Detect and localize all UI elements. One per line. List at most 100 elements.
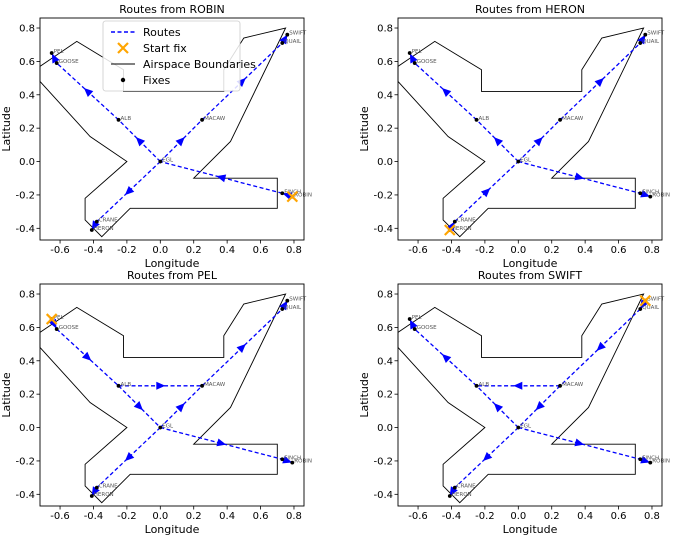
route-arrow-icon (574, 172, 585, 181)
start-fix-marker (45, 313, 58, 325)
fix-label: MACAW (204, 116, 226, 122)
x-tick-label: -0.4 (84, 511, 104, 522)
legend-fixes-label: Fixes (143, 74, 171, 87)
fix-swift (285, 298, 290, 303)
route-arrow-icon (135, 137, 146, 147)
route-arrow-icon (482, 451, 493, 462)
route-segment-egl-finch (518, 426, 641, 460)
start-cross-stroke (45, 313, 58, 325)
route-arrow-icon (535, 401, 545, 411)
panel-title: Routes from HERON (475, 3, 585, 16)
panel-title: Routes from SWIFT (478, 269, 582, 282)
airspace-boundary (397, 293, 645, 504)
fix-goose (54, 61, 59, 65)
fix-robin (648, 194, 653, 199)
fix-egl (516, 425, 521, 430)
x-tick-label: 0.8 (644, 245, 660, 256)
fix-label: FINCH (642, 189, 659, 195)
fix-crane (94, 485, 99, 490)
panel-swift: Routes from SWIFT PEL GOOSE SWIFT QUAIL ALB MA… (358, 269, 670, 536)
route-arrow-icon (236, 77, 246, 88)
panel-pel: Routes from PEL PEL GOOSE SWIFT QUAIL ALB MACA… (0, 269, 312, 536)
fix-label: ROBIN (652, 459, 670, 465)
route-arrow-icon (216, 438, 227, 447)
fix-label: QUAIL (642, 39, 660, 45)
fix-alb (116, 383, 121, 388)
x-tick-label: -0.2 (475, 511, 495, 522)
y-tick-label: -0.2 (15, 456, 35, 467)
x-tick-label: -0.2 (475, 245, 495, 256)
y-tick-label: 0.2 (19, 124, 35, 135)
fix-crane (94, 219, 99, 224)
route-segment-finch-egl (160, 160, 283, 194)
x-tick-label: -0.6 (50, 245, 70, 256)
y-tick-label: -0.4 (373, 490, 393, 501)
fix-label: SWIFT (647, 31, 665, 37)
route-arrow-icon (91, 486, 100, 497)
start-fix-marker (639, 294, 652, 307)
fix-robin (290, 460, 295, 465)
fix-heron (89, 494, 94, 498)
y-tick-label: -0.2 (373, 456, 393, 467)
x-tick-label: 0.2 (544, 245, 560, 256)
x-tick-label: 0.2 (544, 511, 560, 522)
legend-fixes-handle (120, 77, 126, 83)
fix-label: FINCH (642, 455, 659, 461)
fix-label: ALB (121, 116, 132, 122)
panel-title: Routes from ROBIN (119, 3, 225, 16)
fix-quail (638, 307, 643, 311)
fix-label: HERON (94, 226, 114, 232)
y-tick-label: -0.4 (15, 224, 35, 235)
x-tick-label: 0.0 (152, 511, 168, 522)
y-axis-label: Latitude (358, 106, 371, 152)
route-arrow-icon (279, 34, 288, 45)
axes-frame (39, 17, 305, 241)
fix-egl (158, 159, 163, 164)
x-axis-label: Longitude (503, 523, 558, 536)
route-arrow-icon (446, 221, 455, 232)
route-arrow-icon (216, 174, 227, 183)
start-cross-stroke (639, 294, 652, 307)
fix-label: GOOSE (417, 325, 437, 331)
x-tick-label: -0.4 (442, 245, 462, 256)
route-arrow-icon (409, 319, 418, 330)
route-arrow-icon (83, 88, 94, 98)
fix-label: CRANE (99, 218, 118, 224)
fix-label: ALB (121, 382, 132, 388)
x-tick-label: 0.6 (253, 511, 269, 522)
route-arrow-icon (493, 137, 504, 147)
route-arrow-icon (124, 451, 135, 462)
y-tick-label: 0.6 (19, 323, 35, 334)
route-segment-egl-crane (96, 427, 161, 489)
route-arrow-icon (236, 343, 246, 354)
route-arrow-icon (91, 220, 100, 231)
x-tick-label: 0.6 (611, 245, 627, 256)
fix-label: SWIFT (289, 31, 307, 37)
route-arrow-icon (175, 403, 185, 413)
panel-heron: Routes from HERON PEL GOOSE SWIFT QUAIL ALB MA… (358, 3, 670, 270)
fix-finch (638, 457, 643, 462)
y-tick-label: 0.2 (377, 390, 393, 401)
route-arrow-icon (441, 88, 452, 98)
fix-finch (638, 191, 643, 196)
fix-pel (49, 51, 54, 55)
start-fix-marker (444, 224, 456, 236)
y-tick-label: 0.2 (377, 124, 393, 135)
axes-frame (39, 283, 305, 507)
x-axis-label: Longitude (145, 257, 200, 270)
fix-label: PEL (54, 49, 65, 55)
route-arrow-icon (409, 53, 418, 64)
fix-pel (407, 317, 412, 321)
fix-label: PEL (54, 315, 65, 321)
fix-finch (280, 191, 285, 196)
fix-label: PEL (412, 315, 423, 321)
x-tick-label: -0.6 (408, 245, 428, 256)
x-tick-label: 0.4 (577, 245, 593, 256)
x-tick-label: 0.6 (253, 245, 269, 256)
fix-label: SWIFT (289, 297, 307, 303)
x-tick-label: 0.0 (510, 245, 526, 256)
fix-alb (474, 383, 479, 388)
fix-label: ALB (479, 116, 490, 122)
fix-heron (89, 228, 94, 232)
